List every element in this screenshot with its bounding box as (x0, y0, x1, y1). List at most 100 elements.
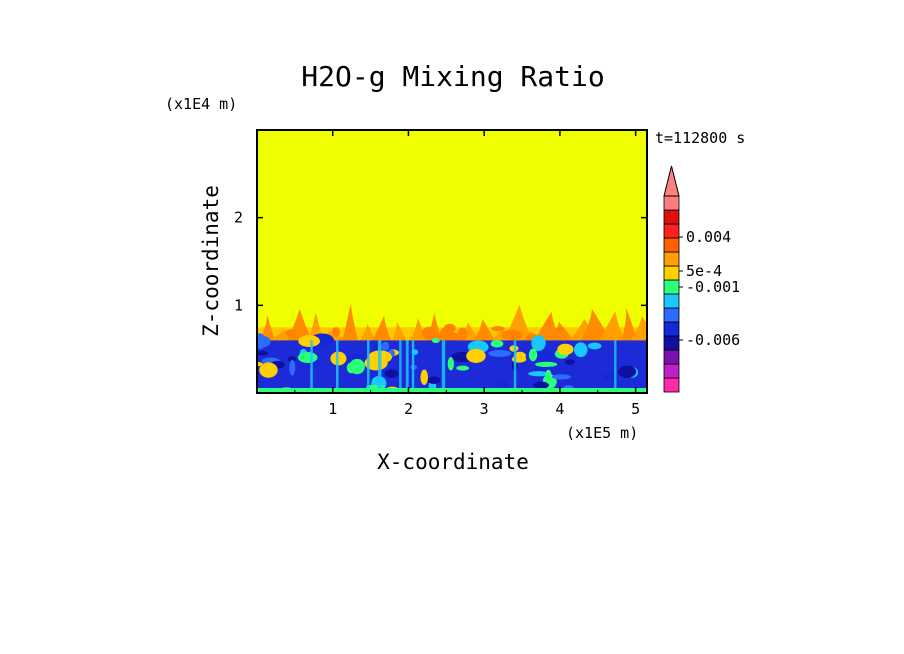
turbulence-blob (528, 348, 538, 362)
turbulence-blob (557, 343, 574, 355)
orange-blob (501, 329, 523, 341)
turbulence-blob (533, 381, 549, 389)
turbulence-blob (289, 359, 296, 376)
orange-blob (331, 327, 341, 338)
turbulence-blob (565, 359, 575, 365)
colorbar-swatch (663, 209, 680, 225)
orange-blob (554, 327, 565, 332)
turbulence-blob (287, 356, 297, 362)
updraft-streak (513, 340, 517, 393)
turbulence-blob (447, 356, 454, 371)
orange-plume (308, 312, 324, 341)
turbulence-blob (488, 350, 512, 357)
chart-title: H2O-g Mixing Ratio (301, 60, 604, 93)
colorbar-tick-label: -0.006 (686, 331, 740, 349)
x-tick-label: 1 (328, 400, 337, 418)
colorbar-swatch (663, 223, 680, 239)
orange-plume (534, 311, 562, 341)
turbulence-blob (257, 335, 271, 348)
updraft-streak (377, 340, 382, 393)
plot-frame (256, 129, 648, 394)
updraft-streak (405, 340, 409, 393)
orange-plume (474, 318, 495, 341)
y-tick-label: 1 (234, 296, 243, 314)
turbulence-blob (535, 361, 558, 368)
colorbar-swatch (663, 349, 680, 365)
turbulence-blob (466, 348, 486, 363)
orange-plume (360, 323, 376, 341)
colorbar: 0.004 5e-4-0.001 -0.006 (663, 165, 740, 393)
turbulence-blob (420, 369, 428, 386)
colorbar-tick-label: -0.001 (686, 278, 740, 296)
turbulence-blob (431, 338, 440, 344)
turbulence-blob (545, 369, 552, 384)
time-label: t=112800 s (655, 129, 745, 147)
turbulence-blob (537, 352, 554, 361)
y-axis-label: Z-coordinate (199, 185, 223, 337)
x-tick-label: 2 (404, 400, 413, 418)
orange-blob (285, 329, 297, 337)
colorbar-extend-arrow (663, 165, 680, 197)
turbulence-blob (427, 376, 441, 384)
updraft-streak (411, 340, 415, 393)
turbulence-blob (349, 358, 365, 375)
colorbar-swatch (663, 279, 680, 295)
colorbar-swatch (663, 363, 680, 379)
colorbar-swatch (663, 251, 680, 267)
colorbar-tick-label: 0.004 (686, 228, 731, 246)
turbulence-blob (297, 352, 318, 364)
turbulence-blob (257, 350, 269, 356)
x-tick-label: 3 (480, 400, 489, 418)
axes: 1 2 3 4 5 1 2 (234, 130, 647, 418)
colorbar-swatch (663, 307, 680, 323)
turbulence-blob (381, 341, 390, 351)
updraft-streak (614, 340, 617, 393)
blue-turbulent-layer (257, 333, 647, 393)
turbulence-blob (342, 354, 366, 359)
turbulence-blob (531, 335, 546, 352)
y-tick-label: 2 (234, 209, 243, 227)
turbulence-blob (587, 342, 602, 350)
updraft-streak (335, 340, 339, 393)
turbulence-blob (574, 342, 588, 358)
turbulence-blob (259, 362, 278, 378)
contour-field (257, 130, 647, 393)
turbulence-blob (384, 369, 399, 378)
colorbar-swatch (663, 237, 680, 253)
x-tick-label: 4 (555, 400, 564, 418)
turbulence-blob (551, 374, 571, 380)
turbulence-blob (528, 371, 550, 377)
orange-plume (342, 303, 359, 341)
updraft-streak (441, 340, 446, 393)
surface-band (257, 388, 647, 393)
x-tick-label: 5 (631, 400, 640, 418)
y-scale-label: (x1E4 m) (165, 95, 237, 113)
orange-blob (491, 326, 505, 332)
colorbar-swatch (663, 265, 680, 281)
turbulence-blob (298, 335, 320, 347)
orange-plume (260, 315, 276, 341)
orange-blob (421, 326, 438, 340)
turbulence-blob (617, 365, 637, 378)
orange-plume (392, 321, 406, 341)
x-scale-label: (x1E5 m) (566, 424, 638, 442)
updraft-streak (399, 340, 402, 393)
colorbar-tick-label: 5e-4 (686, 262, 722, 280)
colorbar-swatch (663, 195, 680, 211)
updraft-streak (310, 340, 313, 393)
turbulence-blob (513, 351, 526, 361)
turbulence-blob (456, 365, 470, 371)
orange-plume (621, 307, 638, 341)
turbulence-blob (490, 339, 504, 348)
orange-plume (372, 315, 392, 341)
orange-plume (599, 311, 626, 341)
colorbar-swatch (663, 321, 680, 337)
orange-plume (630, 316, 647, 341)
colorbar-swatch (663, 335, 680, 351)
x-axis-label: X-coordinate (377, 450, 529, 474)
colorbar-swatch (663, 377, 680, 393)
turbulence-blob (603, 372, 618, 382)
updraft-streak (367, 340, 370, 393)
orange-plume (580, 308, 611, 341)
